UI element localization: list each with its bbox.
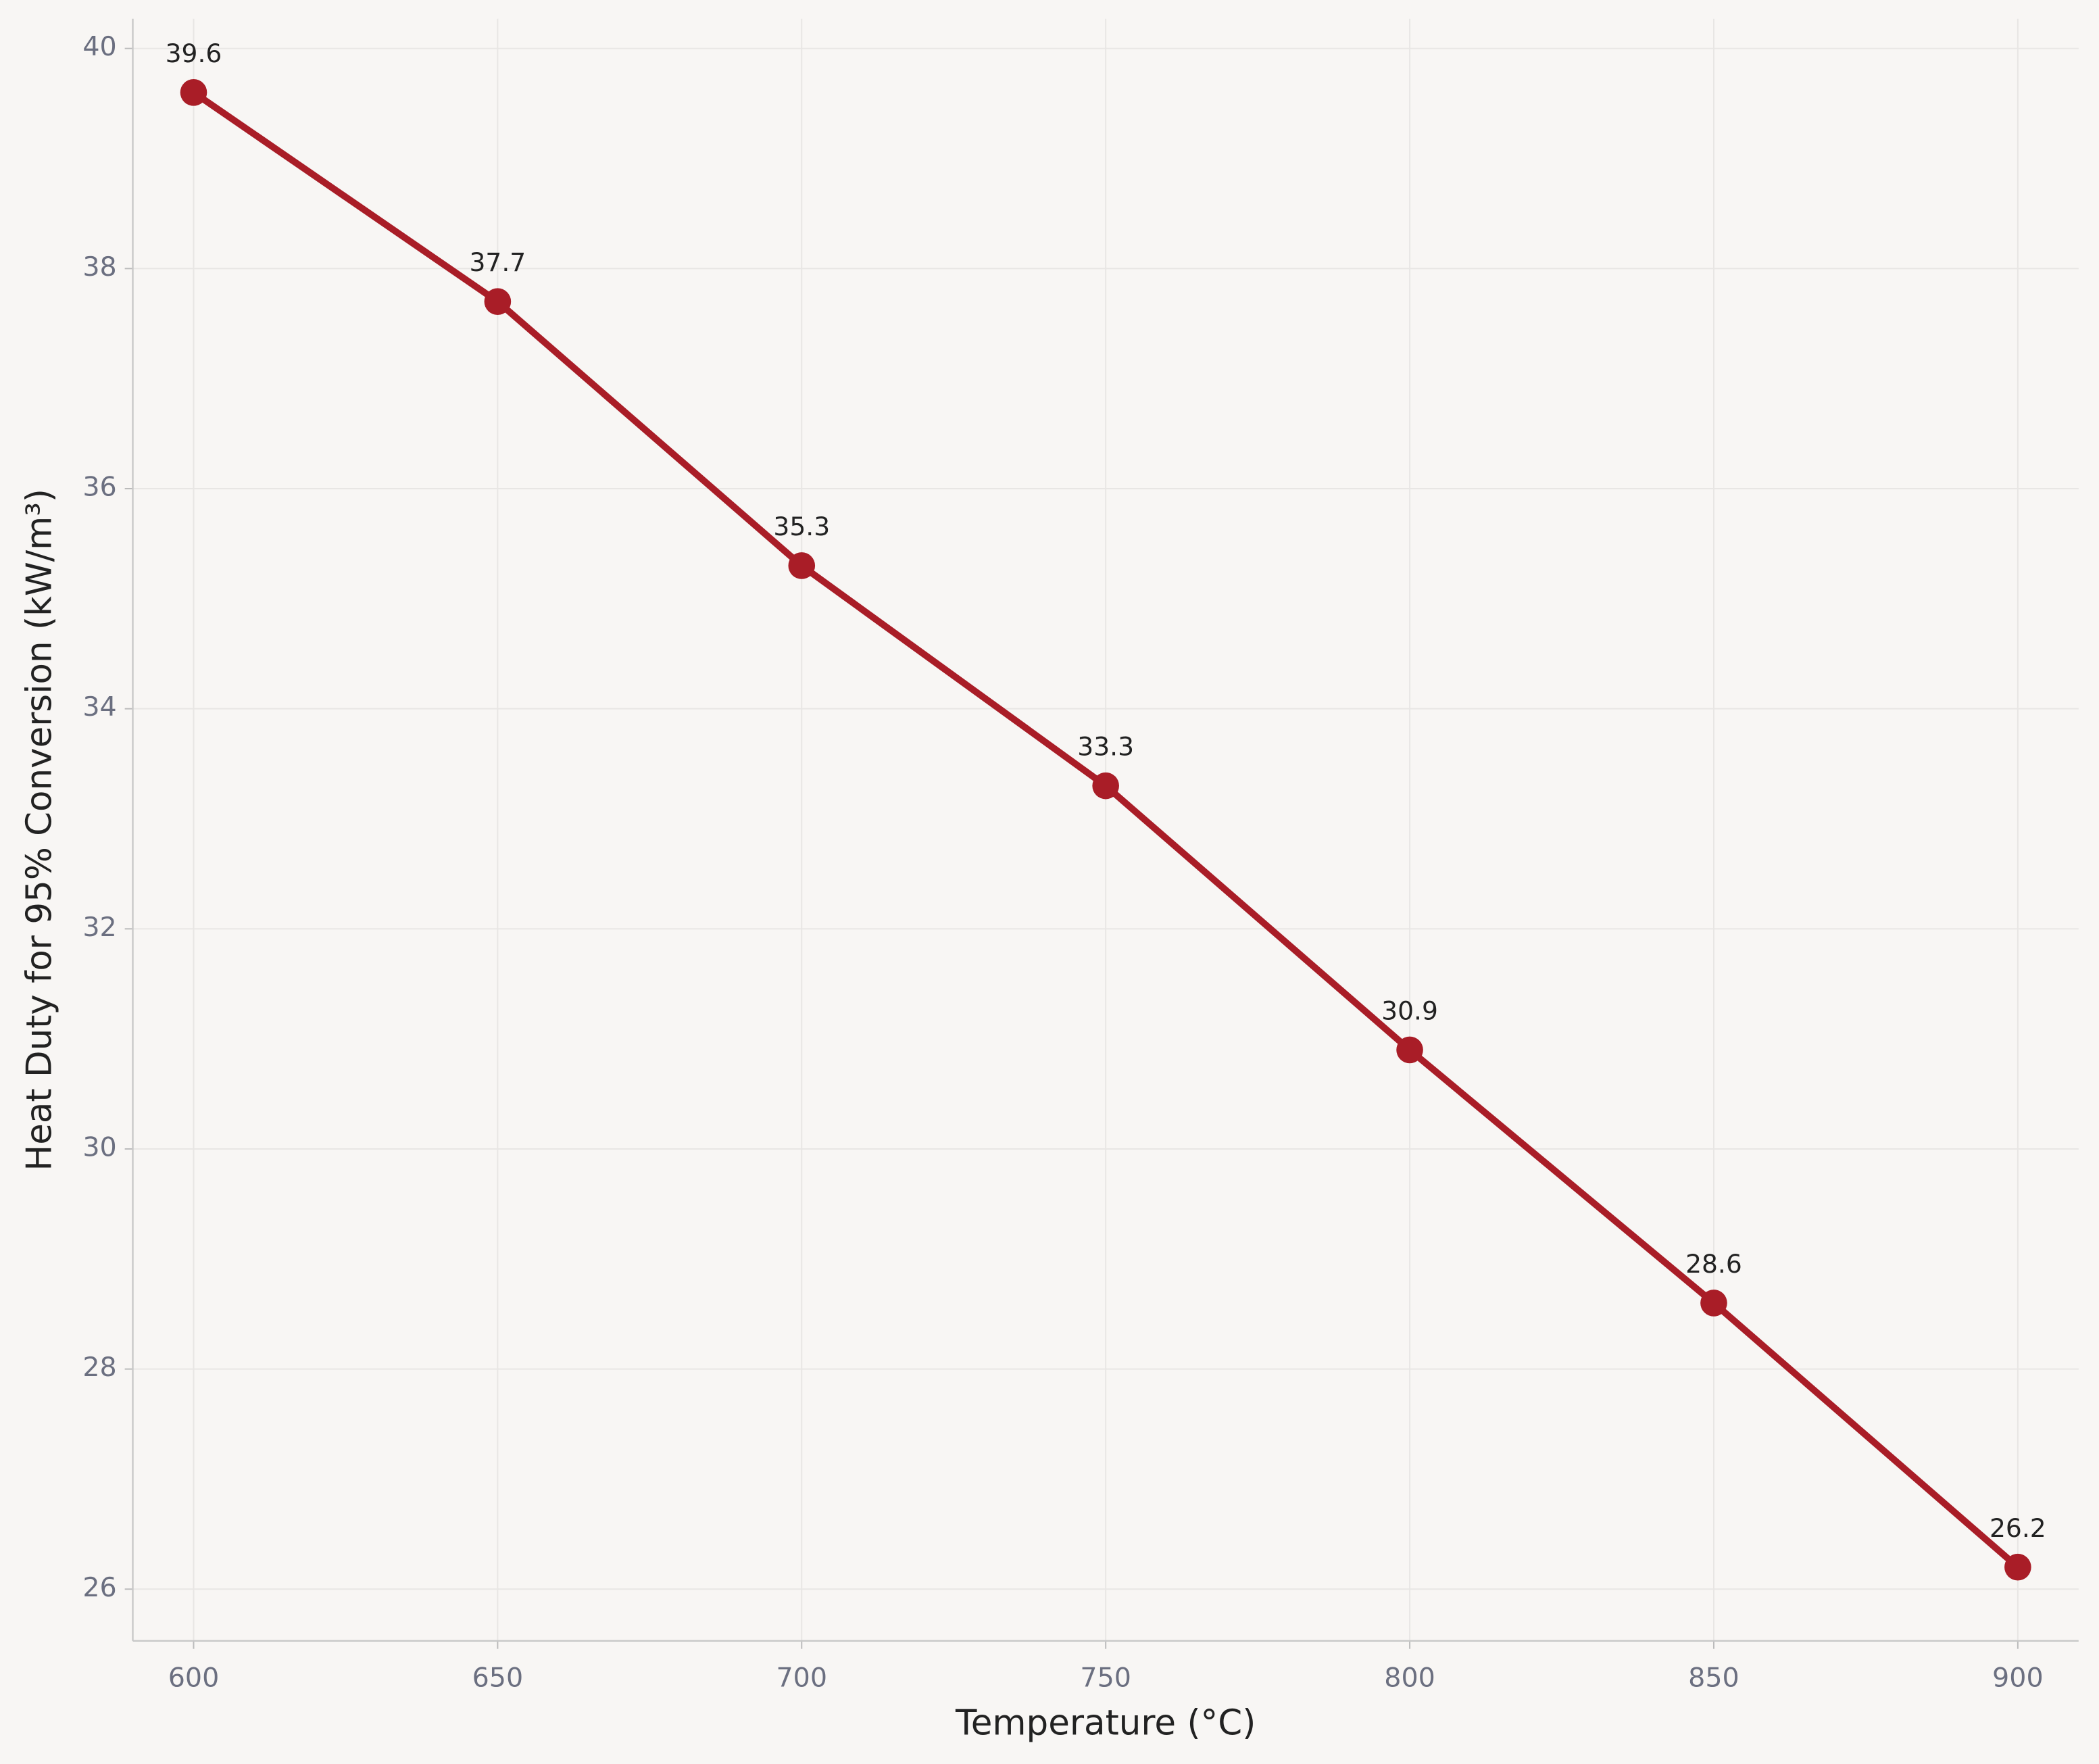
y-tick-label: 36 [82,472,116,503]
data-label: 30.9 [1381,996,1438,1025]
x-tick-label: 850 [1688,1663,1739,1694]
y-tick-label: 34 [82,691,116,722]
data-label: 28.6 [1685,1249,1742,1279]
data-label: 35.3 [773,512,830,541]
y-axis-label: Heat Duty for 95% Conversion (kW/m³) [20,489,60,1171]
x-tick-label: 800 [1384,1663,1435,1694]
point [2004,1553,2031,1581]
y-tick-label: 32 [82,912,116,943]
data-label: 39.6 [166,39,222,68]
point [180,79,207,106]
point [1396,1036,1423,1064]
y-tick-label: 40 [82,31,116,62]
y-tick-label: 38 [82,251,116,283]
x-tick-label: 750 [1080,1663,1131,1694]
point [484,288,512,315]
point [1700,1290,1727,1317]
y-tick-label: 30 [82,1131,116,1162]
x-tick-label: 650 [472,1663,524,1694]
y-tick-label: 26 [82,1572,116,1603]
y-tick-label: 28 [82,1352,116,1383]
point [1092,772,1119,800]
data-label: 33.3 [1077,732,1134,762]
x-tick-label: 600 [168,1663,220,1694]
x-tick-label: 700 [776,1663,827,1694]
x-axis-label: Temperature (°C) [955,1702,1256,1743]
data-label: 26.2 [1990,1513,2046,1543]
point [788,552,816,579]
x-tick-label: 900 [1992,1663,2044,1694]
data-label: 37.7 [470,247,526,277]
